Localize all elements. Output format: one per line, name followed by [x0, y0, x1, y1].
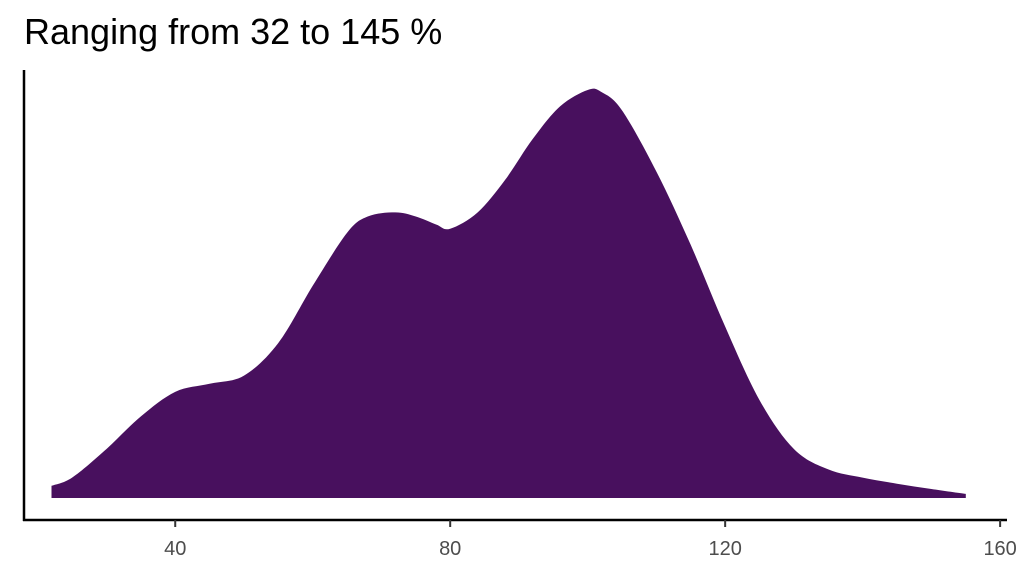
density-area	[51, 88, 966, 499]
density-area-layer	[51, 88, 966, 499]
x-tick-label: 80	[439, 538, 461, 560]
x-axis-ticks: 40 80 120 160	[164, 520, 1017, 560]
chart-title: Ranging from 32 to 145 %	[24, 11, 443, 52]
x-tick-label: 40	[164, 538, 186, 560]
x-tick-label: 120	[708, 538, 741, 560]
x-tick-label: 160	[983, 538, 1016, 560]
